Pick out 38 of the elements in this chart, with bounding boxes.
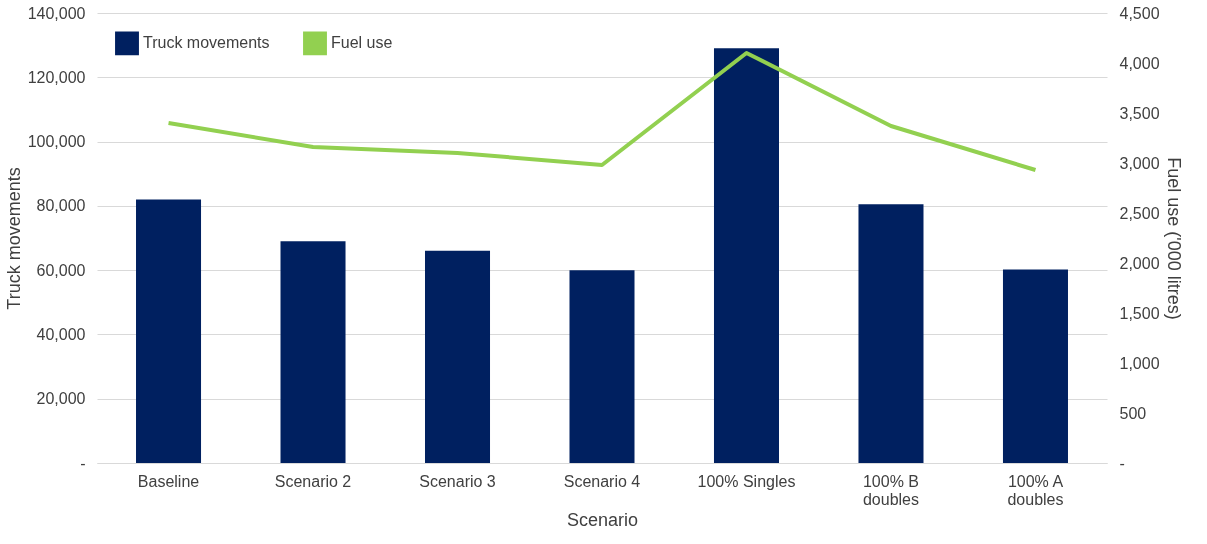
- x-tick-label: Baseline: [137, 472, 200, 490]
- y2-tick-label: -: [1119, 454, 1125, 472]
- x-tick-label: 100% B doubles: [862, 472, 920, 508]
- y-tick-label: 40,000: [36, 325, 86, 343]
- x-axis-title: Scenario: [566, 509, 639, 530]
- bar: [136, 199, 202, 463]
- y2-tick-label: 3,500: [1119, 104, 1160, 122]
- y-tick-label: 60,000: [36, 261, 86, 279]
- bar: [858, 204, 924, 463]
- y2-tick-label: 2,500: [1119, 204, 1160, 222]
- y-tick-label: 80,000: [36, 197, 86, 215]
- bar: [280, 241, 346, 463]
- y2-tick-label: 4,000: [1119, 54, 1160, 72]
- bar: [713, 48, 779, 463]
- y-tick-label: 120,000: [27, 68, 86, 86]
- x-tick-label: Scenario 4: [563, 472, 641, 490]
- y2-axis-title: Fuel use ('000 litres): [1163, 157, 1184, 320]
- bar: [1002, 269, 1068, 463]
- x-tick-label: Scenario 2: [274, 472, 352, 490]
- y-tick-label: 100,000: [27, 133, 86, 151]
- x-tick-label: 100% Singles: [697, 472, 796, 490]
- y2-tick-label: 1,500: [1119, 304, 1160, 322]
- y-tick-label: 20,000: [36, 390, 86, 408]
- legend-label: Truck movements: [143, 34, 270, 52]
- x-tick-label: 100% A doubles: [1007, 472, 1064, 508]
- bar: [425, 250, 491, 463]
- y2-tick-label: 2,000: [1119, 254, 1160, 272]
- y-axis-title: Truck movements: [3, 167, 24, 310]
- y2-tick-label: 4,500: [1119, 4, 1160, 22]
- y2-tick-label: 500: [1119, 404, 1147, 422]
- y2-tick-label: 3,000: [1119, 154, 1160, 172]
- y-tick-label: 140,000: [27, 4, 86, 22]
- y2-tick-label: 1,000: [1119, 354, 1160, 372]
- bar: [569, 270, 635, 463]
- legend-label: Fuel use: [331, 34, 393, 52]
- line-series: [166, 51, 1038, 172]
- x-tick-label: Scenario 3: [419, 472, 496, 490]
- y-tick-label: -: [80, 454, 86, 472]
